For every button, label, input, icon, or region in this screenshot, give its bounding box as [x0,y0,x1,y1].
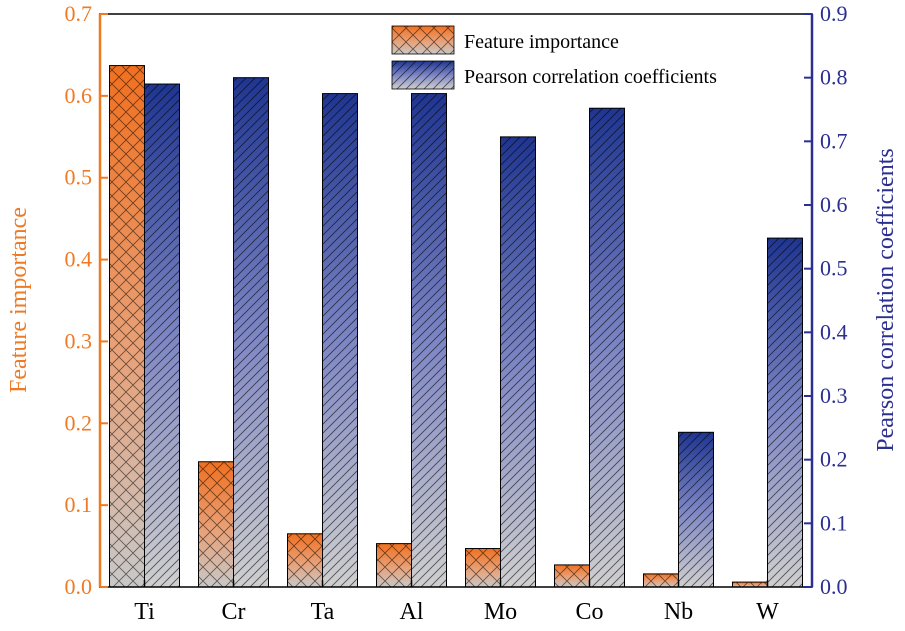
bar-pearson-hatch-mo [500,136,536,588]
x-tick-label-ti: Ti [134,599,155,625]
legend-swatch-feature-hatch [392,26,454,54]
left-tick-label: 0.3 [65,328,93,353]
axis-ticks: 0.0 0.1 0.2 0.3 0.4 0.5 0.6 0.7 0.0 0.1 0.2 0.3 0.4 0… [65,1,848,625]
right-axis-title: Pearson correlation coefficients [873,148,899,451]
bar-pearson-hatch-nb [678,432,714,587]
bar-pearson-hatch-cr [233,77,269,588]
bar-feature-hatch-ti [109,65,145,587]
right-tick-label: 0.0 [820,574,848,599]
x-tick-label-w: W [756,599,779,625]
right-tick-label: 0.2 [820,447,848,472]
bar-feature-hatch-al [376,543,412,587]
right-tick-label: 0.6 [820,192,848,217]
left-tick-label: 0.5 [65,165,93,190]
legend-label-pearson: Pearson correlation coefficients [464,66,717,88]
bar-pearson-hatch-co [589,108,625,587]
left-tick-label: 0.7 [65,1,93,26]
left-tick-label: 0.4 [65,247,93,272]
left-tick-label: 0.6 [65,83,93,108]
right-tick-label: 0.5 [820,256,848,281]
bar-feature-hatch-co [554,564,590,587]
left-tick-label: 0.0 [65,574,93,599]
left-tick-label: 0.1 [65,492,93,517]
x-tick-label-co: Co [575,599,603,625]
bar-feature-hatch-mo [465,548,501,587]
right-tick-label: 0.9 [820,1,848,26]
right-tick-label: 0.4 [820,319,848,344]
bar-feature-hatch-w [732,582,768,587]
right-tick-label: 0.7 [820,128,848,153]
bar-feature-hatch-ta [287,533,323,587]
x-tick-label-cr: Cr [222,599,246,625]
bars [109,65,803,588]
bar-pearson-hatch-w [767,238,803,587]
legend-label-feature: Feature importance [464,31,619,53]
bar-feature-hatch-nb [643,573,679,587]
legend: Feature importance Pearson correlation c… [391,25,717,90]
left-axis-title: Feature importance [6,207,32,393]
x-tick-label-ta: Ta [311,599,335,625]
x-tick-label-al: Al [400,599,424,625]
bar-feature-hatch-cr [198,461,234,587]
bar-pearson-hatch-al [411,93,447,587]
right-tick-label: 0.3 [820,383,848,408]
right-tick-label: 0.1 [820,510,848,535]
x-tick-label-nb: Nb [664,599,693,625]
x-tick-label-mo: Mo [484,599,517,625]
legend-swatch-pearson-hatch [392,61,454,89]
bar-pearson-hatch-ta [322,93,358,587]
bar-pearson-hatch-ti [144,84,180,588]
right-tick-label: 0.8 [820,65,848,90]
left-tick-label: 0.2 [65,410,93,435]
